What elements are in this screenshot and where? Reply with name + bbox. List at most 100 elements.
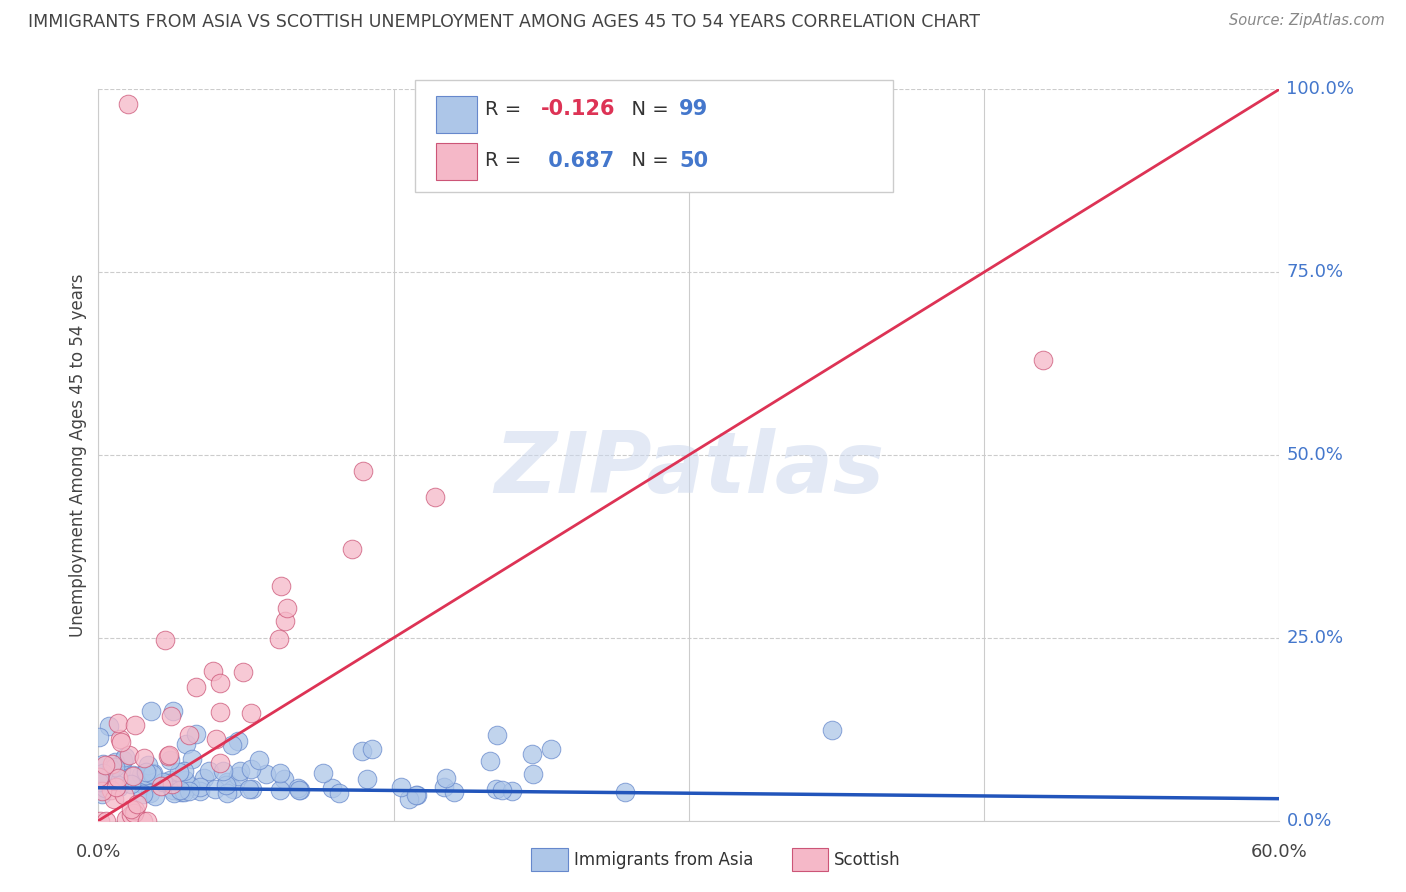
Point — [96, 775, 118, 789]
Text: N =: N = — [619, 100, 675, 119]
Point — [107, 778, 129, 792]
Point — [104, 755, 127, 769]
Text: 50: 50 — [679, 151, 709, 170]
Point — [94, 757, 117, 772]
Text: 99: 99 — [679, 99, 709, 120]
Point — [111, 753, 134, 767]
Point — [173, 772, 195, 787]
Point — [177, 728, 200, 742]
Point — [423, 490, 446, 504]
Point — [212, 764, 235, 778]
Point — [202, 664, 225, 678]
Point — [239, 706, 262, 720]
Point — [132, 788, 155, 802]
Point — [138, 786, 160, 800]
Text: 60.0%: 60.0% — [1251, 843, 1308, 861]
Point — [269, 765, 291, 780]
Point — [94, 781, 117, 796]
Text: 25.0%: 25.0% — [1286, 629, 1344, 647]
Point — [221, 738, 243, 752]
Point — [141, 767, 163, 781]
Point — [91, 787, 114, 801]
Text: Immigrants from Asia: Immigrants from Asia — [574, 851, 754, 869]
Point — [405, 788, 427, 802]
Point — [613, 784, 636, 798]
Point — [352, 743, 374, 757]
Point — [152, 774, 174, 789]
Point — [287, 780, 309, 795]
Point — [162, 704, 184, 718]
Text: R =: R = — [485, 151, 527, 170]
Point — [110, 734, 132, 748]
Point — [100, 762, 122, 776]
Point — [124, 803, 146, 817]
Point — [159, 772, 181, 787]
Text: IMMIGRANTS FROM ASIA VS SCOTTISH UNEMPLOYMENT AMONG AGES 45 TO 54 YEARS CORRELAT: IMMIGRANTS FROM ASIA VS SCOTTISH UNEMPLO… — [28, 13, 980, 31]
Point — [120, 802, 142, 816]
Point — [142, 766, 165, 780]
Point — [190, 780, 212, 794]
Point — [198, 764, 221, 778]
Text: 50.0%: 50.0% — [1286, 446, 1343, 464]
Point — [91, 766, 114, 780]
Point — [491, 782, 513, 797]
Point — [328, 786, 350, 800]
Point — [108, 732, 131, 747]
Point — [134, 778, 156, 792]
Point — [169, 764, 191, 779]
Point — [215, 775, 238, 789]
Point — [208, 705, 231, 719]
Point — [215, 786, 238, 800]
Point — [232, 665, 254, 679]
Point — [209, 675, 232, 690]
Point — [129, 768, 152, 782]
Point — [269, 783, 291, 797]
Point — [169, 783, 191, 797]
Point — [352, 465, 374, 479]
Point — [121, 768, 143, 782]
Point — [135, 764, 157, 779]
Point — [96, 814, 118, 828]
Point — [104, 760, 127, 774]
Point — [120, 808, 142, 822]
Point — [177, 784, 200, 798]
Point — [360, 741, 382, 756]
Text: Scottish: Scottish — [834, 851, 900, 869]
Point — [226, 733, 249, 747]
Point — [150, 779, 173, 793]
Text: 75.0%: 75.0% — [1286, 263, 1344, 281]
Point — [181, 752, 204, 766]
Point — [117, 96, 139, 111]
Point — [520, 747, 543, 762]
Point — [184, 680, 207, 694]
Point — [155, 632, 177, 647]
Point — [122, 806, 145, 821]
Point — [173, 785, 195, 799]
Point — [135, 768, 157, 782]
Point — [204, 781, 226, 796]
Point — [97, 719, 120, 733]
Point — [254, 767, 277, 781]
Point — [121, 769, 143, 783]
Point — [501, 783, 523, 797]
Text: N =: N = — [619, 151, 675, 170]
Point — [229, 764, 252, 778]
Text: Source: ZipAtlas.com: Source: ZipAtlas.com — [1229, 13, 1385, 29]
Point — [87, 775, 110, 789]
Point — [273, 772, 295, 786]
Point — [132, 751, 155, 765]
Point — [115, 812, 138, 826]
Point — [90, 783, 112, 797]
Point — [184, 727, 207, 741]
Point — [141, 704, 163, 718]
Point — [107, 715, 129, 730]
Point — [1032, 352, 1054, 367]
Point — [389, 780, 412, 794]
Point — [89, 814, 111, 828]
Text: 0.0%: 0.0% — [1286, 812, 1331, 830]
Point — [136, 757, 159, 772]
Point — [405, 788, 427, 802]
Point — [273, 614, 295, 628]
Point — [157, 776, 180, 790]
Point — [143, 789, 166, 803]
